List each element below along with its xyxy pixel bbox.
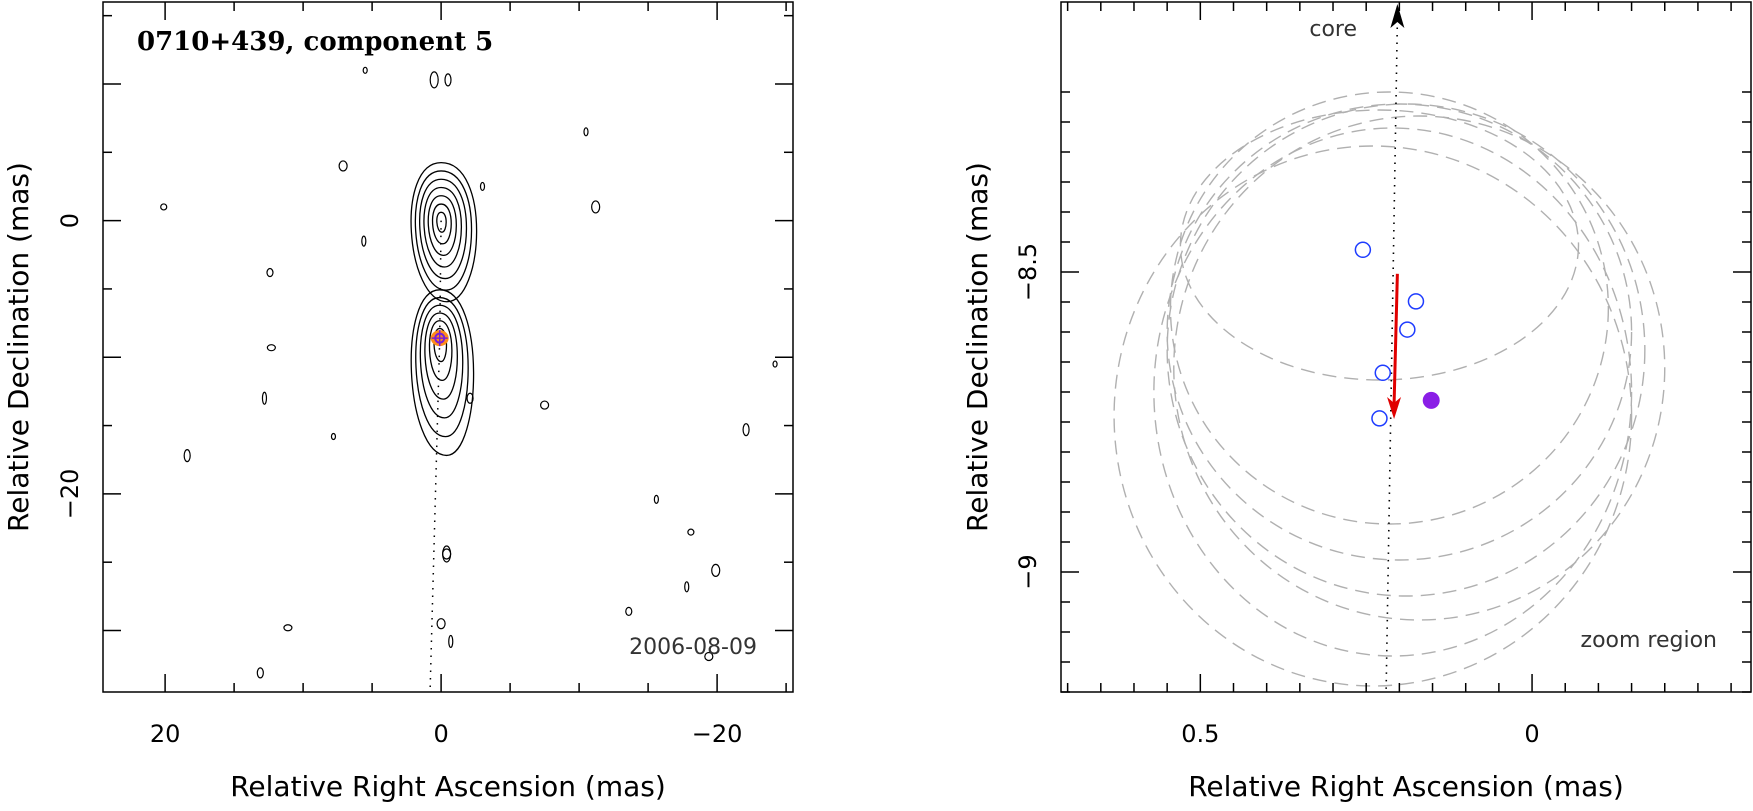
noise-contour	[283, 624, 293, 632]
core-contour	[427, 195, 457, 257]
noise-contour	[436, 618, 446, 630]
left-y-tick-label: −20	[56, 469, 84, 520]
left-y-axis-title: Relative Declination (mas)	[2, 162, 35, 532]
noise-contour	[479, 181, 486, 192]
noise-contour	[653, 494, 659, 504]
core-label: core	[1309, 17, 1357, 42]
noise-contour	[466, 392, 474, 404]
right-y-tick-label: −8.5	[1014, 243, 1042, 301]
zoom-region-label: zoom region	[1581, 628, 1717, 653]
noise-contour	[362, 66, 368, 74]
core-contour	[419, 178, 468, 280]
position-point	[1354, 241, 1372, 259]
right-x-tick-label: 0	[1524, 720, 1539, 748]
noise-contour	[261, 391, 268, 405]
component-contour	[415, 296, 469, 438]
left-x-tick-label: 20	[150, 720, 181, 748]
noise-contour	[338, 160, 348, 172]
component-contour	[424, 312, 458, 400]
noise-contour	[772, 360, 778, 368]
component-contour	[419, 304, 464, 419]
left-jet-line	[429, 220, 442, 693]
left-x-tick-label: 0	[433, 720, 448, 748]
noise-contour	[704, 651, 714, 662]
component-contour	[428, 320, 453, 381]
left-x-axis-title: Relative Right Ascension (mas)	[230, 770, 666, 803]
position-point	[1399, 321, 1416, 338]
noise-contour	[444, 73, 452, 87]
noise-contour	[330, 432, 337, 441]
noise-contour	[266, 267, 274, 278]
noise-contour	[711, 563, 721, 577]
noise-contour	[591, 200, 601, 214]
right-marks	[1113, 4, 1666, 693]
right-y-axis-title: Relative Declination (mas)	[961, 162, 994, 532]
right-x-tick-label: 0.5	[1181, 720, 1219, 748]
position-point	[1374, 364, 1392, 382]
right-x-axis-title: Relative Right Ascension (mas)	[1188, 770, 1624, 803]
left-title: 0710+439, component 5	[137, 27, 493, 57]
left-y-tick-label: 0	[56, 213, 84, 228]
left-date-label: 2006-08-09	[629, 635, 757, 660]
left-plot-frame	[102, 1, 794, 693]
core-contour	[431, 203, 452, 245]
error-ellipse	[1113, 145, 1633, 687]
noise-contour	[442, 545, 452, 563]
noise-contour	[583, 127, 589, 137]
right-plot-frame	[1060, 1, 1752, 693]
left-contours	[160, 66, 778, 693]
noise-contour	[429, 71, 439, 89]
core-contour	[410, 162, 478, 303]
error-ellipse	[1173, 115, 1666, 621]
core-contour	[414, 170, 473, 291]
core-contour	[436, 211, 447, 233]
error-ellipse	[1166, 103, 1646, 597]
position-point	[1407, 293, 1425, 310]
noise-contour	[687, 528, 695, 536]
noise-contour	[448, 634, 454, 649]
motion-vector	[1392, 273, 1399, 406]
noise-contour	[256, 667, 264, 679]
noise-contour	[684, 581, 690, 593]
noise-contour	[742, 423, 750, 437]
right-y-tick-label: −9	[1014, 554, 1042, 589]
noise-contour	[183, 449, 191, 463]
right-ticks: 0.5 0 −8.5 −9	[1014, 2, 1751, 748]
noise-contour	[625, 606, 633, 616]
left-x-tick-label: −20	[692, 720, 743, 748]
current-position-point	[1422, 391, 1440, 409]
error-ellipse	[1153, 127, 1633, 657]
left-panel: 20 0 −20 0 −20 0710+439, component 5 2006-08…	[2, 1, 794, 803]
motion-vector-head	[1387, 397, 1402, 419]
left-ticks: 20 0 −20 0 −20	[56, 2, 793, 748]
component-contour	[410, 289, 475, 457]
noise-contour	[539, 400, 550, 410]
noise-contour	[266, 344, 276, 352]
right-panel: 0.5 0 −8.5 −9 core zoom region Relative Rig…	[961, 1, 1752, 803]
core-arrowhead	[1390, 4, 1405, 28]
core-contour	[423, 186, 463, 268]
noise-contour	[361, 235, 367, 247]
noise-contour	[160, 203, 168, 211]
position-point	[1371, 410, 1388, 427]
